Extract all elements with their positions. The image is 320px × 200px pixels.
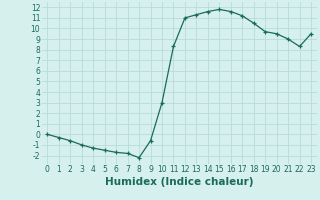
X-axis label: Humidex (Indice chaleur): Humidex (Indice chaleur) xyxy=(105,177,253,187)
